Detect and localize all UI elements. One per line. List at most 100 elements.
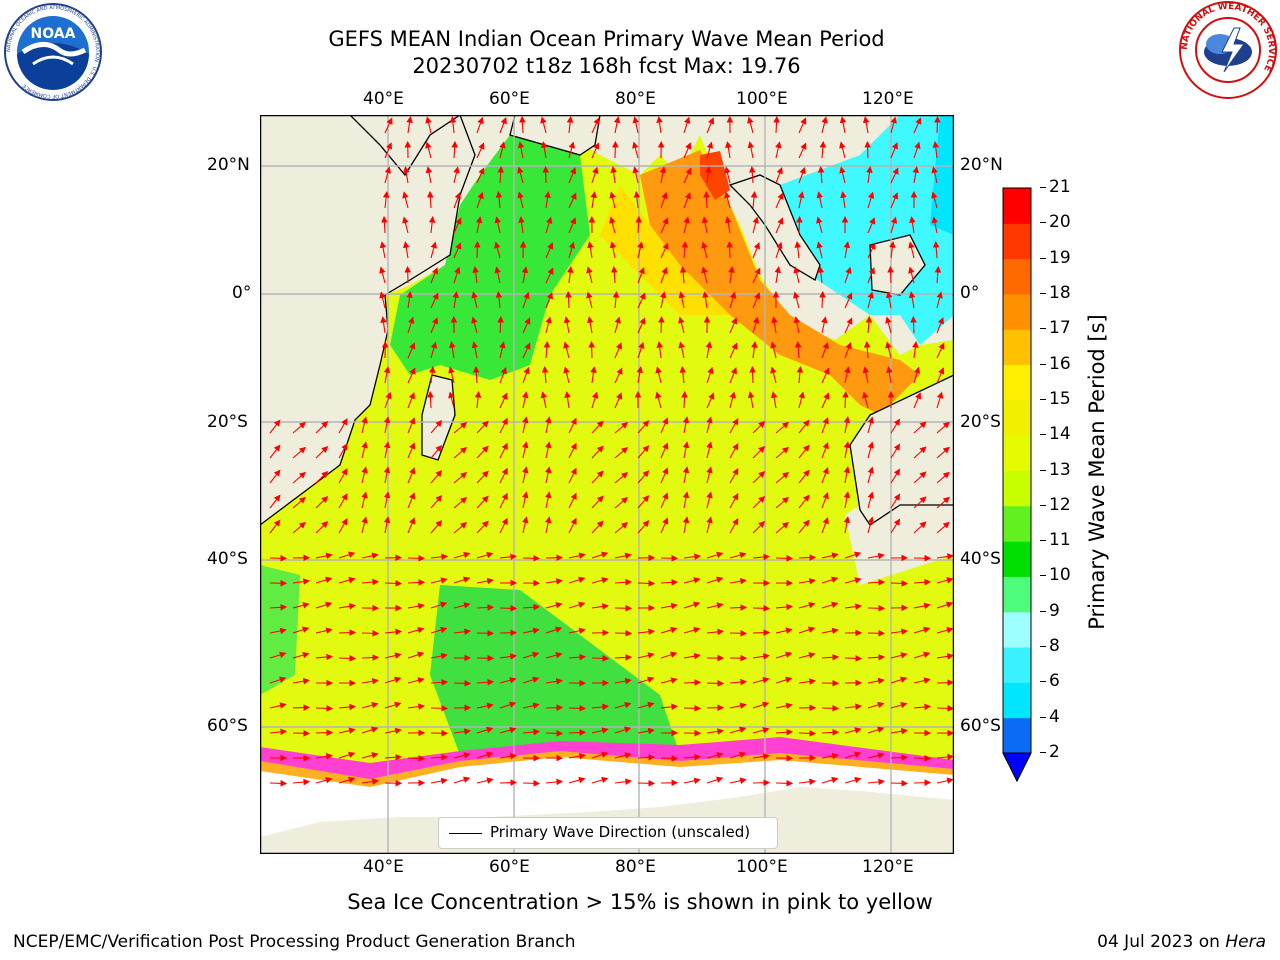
wave-arrow xyxy=(384,701,402,709)
wave-arrow xyxy=(522,342,531,359)
wave-arrow xyxy=(821,367,830,384)
colorbar-tick-label: 10 xyxy=(1049,565,1071,586)
wave-arrow xyxy=(816,241,823,259)
wave-arrow xyxy=(361,678,379,685)
chart-title: GEFS MEAN Indian Ocean Primary Wave Mean… xyxy=(328,27,885,51)
wave-arrow xyxy=(887,265,894,284)
wave-arrow xyxy=(499,677,517,684)
wave-arrow xyxy=(497,165,505,184)
wave-arrow xyxy=(775,627,793,634)
wave-arrow xyxy=(796,215,803,234)
wave-arrow xyxy=(269,494,281,509)
wave-arrow xyxy=(430,292,439,309)
wave-arrow xyxy=(476,751,494,759)
wave-arrow xyxy=(522,651,540,659)
wave-arrow xyxy=(591,142,600,159)
wave-arrow xyxy=(770,366,777,384)
wave-arrow xyxy=(862,116,870,134)
colorbar-tick-label: 8 xyxy=(1049,636,1060,657)
wave-arrow xyxy=(499,467,508,484)
wave-arrow xyxy=(476,577,494,585)
wave-arrow xyxy=(793,316,801,334)
wave-arrow xyxy=(379,266,386,284)
wave-arrow xyxy=(449,341,456,359)
noaa-logo-text: NOAA xyxy=(31,26,76,42)
wave-arrow xyxy=(660,217,669,234)
wave-arrow xyxy=(361,654,380,661)
wave-arrow xyxy=(540,116,547,134)
wave-arrow xyxy=(383,491,391,509)
wave-arrow xyxy=(637,520,650,534)
se-asia-land xyxy=(728,174,821,281)
wave-arrow xyxy=(752,267,761,284)
wave-arrow xyxy=(890,468,901,484)
colorbar xyxy=(1000,185,1040,785)
wave-arrow xyxy=(522,627,540,635)
colorbar-tick-label: 21 xyxy=(1049,177,1071,197)
wave-arrow xyxy=(844,751,862,759)
wave-arrow xyxy=(430,470,443,484)
australia-land xyxy=(849,374,954,526)
wave-arrow xyxy=(908,266,915,284)
wave-arrow xyxy=(586,291,593,309)
wave-arrow xyxy=(867,267,875,284)
wave-arrow xyxy=(839,141,846,159)
wave-arrow xyxy=(890,701,908,709)
wave-arrow xyxy=(843,241,851,259)
wave-arrow xyxy=(839,116,847,134)
lat-tick-right-20s: 20°S xyxy=(960,412,1001,432)
wave-arrow xyxy=(544,466,552,484)
wave-arrow xyxy=(752,216,759,234)
wave-arrow xyxy=(683,777,701,785)
wave-arrow xyxy=(499,117,507,134)
wave-arrow xyxy=(544,516,552,534)
wave-arrow xyxy=(476,420,489,434)
wave-arrow xyxy=(890,443,901,459)
wave-arrow xyxy=(338,703,357,711)
wave-arrow xyxy=(494,241,501,259)
wave-arrow xyxy=(269,419,281,434)
wave-arrow xyxy=(292,704,311,711)
wave-arrow xyxy=(681,390,688,409)
colorbar-tick-mark xyxy=(1040,328,1046,330)
india-land xyxy=(509,115,601,156)
wave-arrow xyxy=(499,553,517,561)
colorbar-bin xyxy=(1003,364,1031,401)
wave-arrow xyxy=(706,728,724,735)
wave-arrow xyxy=(591,445,604,459)
map-border xyxy=(259,114,955,855)
wave-arrow xyxy=(912,341,919,359)
wave-arrow xyxy=(403,166,410,184)
wave-arrow xyxy=(775,446,790,459)
wave-arrow xyxy=(821,316,828,334)
wave-arrow xyxy=(430,601,448,609)
wave-arrow xyxy=(315,421,329,434)
wave-arrow xyxy=(613,116,621,134)
wave-arrow xyxy=(683,577,701,584)
wave-arrow xyxy=(407,492,416,509)
wave-arrow xyxy=(430,577,448,584)
wave-arrow xyxy=(752,470,766,484)
wave-arrow xyxy=(729,604,748,611)
wave-arrow xyxy=(453,628,471,636)
wave-arrow xyxy=(683,142,692,159)
wave-arrow xyxy=(361,491,368,509)
wave-arrow xyxy=(908,291,916,309)
wave-arrow xyxy=(867,726,885,734)
wave-arrow xyxy=(706,576,724,584)
wave-arrow xyxy=(612,290,620,309)
wave-arrow xyxy=(913,366,921,384)
wave-arrow xyxy=(568,241,576,259)
wave-arrow xyxy=(338,518,348,534)
wave-arrow xyxy=(338,655,357,662)
wave-arrow xyxy=(660,677,678,684)
colorbar-tick-mark xyxy=(1040,575,1046,577)
wave-arrow xyxy=(591,776,609,784)
wave-arrow xyxy=(591,727,609,734)
wave-arrow xyxy=(704,166,712,184)
wave-arrow xyxy=(499,779,518,786)
lon-tick-top-40e: 40°E xyxy=(363,89,404,109)
wave-arrow xyxy=(728,266,735,284)
wave-arrow xyxy=(660,651,678,659)
wave-arrow xyxy=(844,727,862,734)
